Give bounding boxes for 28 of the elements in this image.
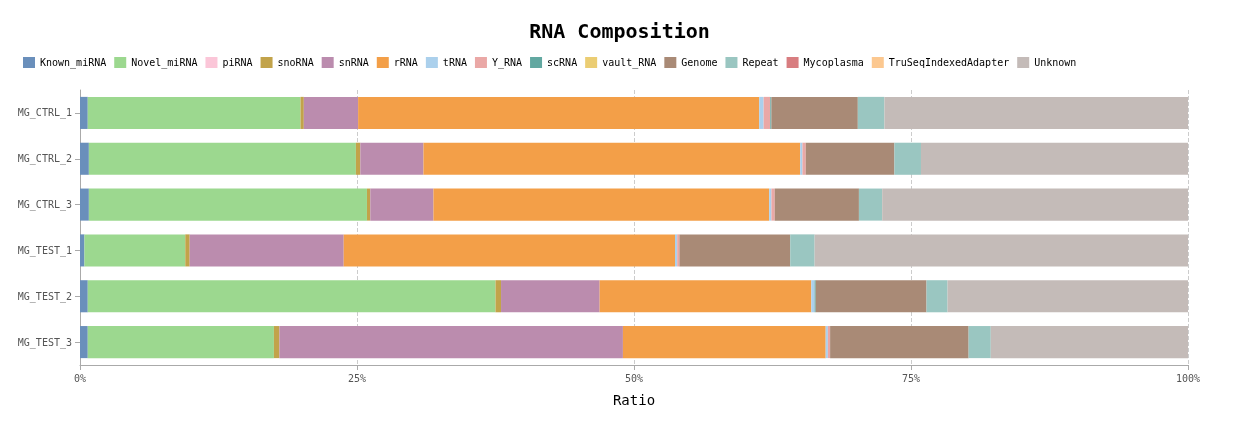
legend-label: rRNA xyxy=(393,57,418,68)
y-tick-label: MG_CTRL_2 xyxy=(17,153,72,166)
x-tick-label: 25% xyxy=(347,372,367,384)
legend-label: Genome xyxy=(681,57,718,68)
legend-label: snoRNA xyxy=(277,57,314,68)
y-tick-label: MG_CTRL_3 xyxy=(17,199,72,212)
x-axis-title: Ratio xyxy=(612,392,656,408)
legend-label: piRNA xyxy=(222,57,253,68)
legend-label: Repeat xyxy=(742,57,779,68)
legend-label: Mycoplasma xyxy=(803,57,864,68)
legend-label: Novel_miRNA xyxy=(131,57,198,69)
y-tick-label: MG_TEST_3 xyxy=(17,336,72,349)
legend-label: Y_RNA xyxy=(491,57,523,69)
y-tick-label: MG_TEST_2 xyxy=(17,290,72,303)
y-tick-label: MG_CTRL_1 xyxy=(17,107,72,120)
legend-label: tRNA xyxy=(442,57,467,68)
legend-label: Unknown xyxy=(1034,57,1077,68)
y-tick-label: MG_TEST_1 xyxy=(17,244,72,257)
chart-title: RNA Composition xyxy=(529,19,710,43)
x-tick-label: 100% xyxy=(1175,372,1201,384)
legend-label: scRNA xyxy=(547,57,578,68)
legend-label: Known_miRNA xyxy=(40,57,107,69)
legend-label: vault_RNA xyxy=(602,57,657,69)
x-tick-label: 50% xyxy=(624,372,644,384)
legend-label: snRNA xyxy=(338,57,369,68)
legend-label: TruSeqIndexedAdapter xyxy=(888,57,1010,68)
x-tick-label: 0% xyxy=(73,372,87,384)
x-tick-label: 75% xyxy=(901,372,921,384)
